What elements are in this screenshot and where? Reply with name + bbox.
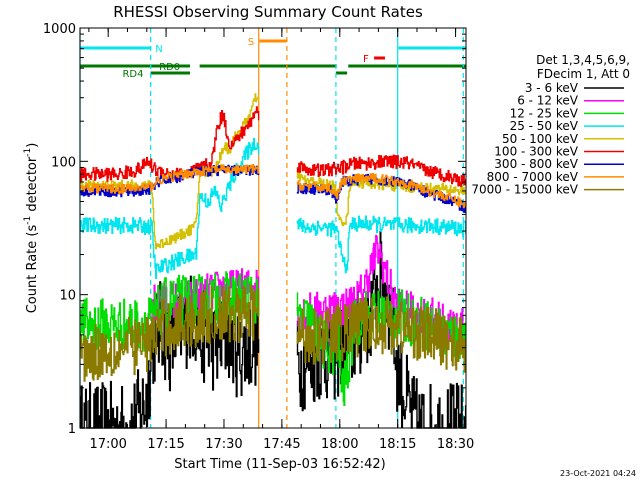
legend-label: 50 - 100 keV [502,132,579,146]
legend: Det 1,3,4,5,6,9,FDecim 1, Att 03 - 6 keV… [471,53,630,197]
legend-label: 300 - 800 keV [494,157,578,171]
legend-label: 800 - 7000 keV [487,170,579,184]
x-axis-label: Start Time (11-Sep-03 16:52:42) [174,457,385,472]
series-line [296,173,467,209]
series-line [80,164,260,195]
y-axis-label-exponent: -1 [23,216,33,225]
y-axis-label-exponent: -1 [23,148,33,157]
series-line [80,284,260,382]
legend-label: 6 - 12 keV [517,94,579,108]
y-axis-ticks: 1 10 100 1000 [43,22,466,437]
x-tick-label: 18:00 [321,437,358,452]
x-tick-label: 17:30 [205,437,242,452]
y-axis-label-part: Count Rate (s [25,225,40,314]
y-axis-label: Count Rate (s-1 detector-1) [23,143,40,314]
flag-labels: N S F RD0 RD4 [122,37,368,80]
series-line [80,271,260,352]
x-axis-ticks: 17:00 17:15 17:30 17:45 18:00 18:15 18:30 [88,28,474,452]
flag-label: RD4 [122,69,143,80]
legend-label: 7000 - 15000 keV [471,183,578,197]
series-line [80,137,260,279]
y-tick-label: 1 [68,422,76,437]
flag-label: F [363,54,369,65]
x-tick-label: 18:30 [437,437,474,452]
x-tick-label: 18:15 [379,437,416,452]
flag-label: N [155,44,162,55]
legend-label: 100 - 300 keV [494,145,578,159]
legend-label: 12 - 25 keV [510,106,579,120]
series-line [296,215,467,274]
plot-frame [79,27,467,429]
x-tick-label: 17:00 [89,437,126,452]
y-tick-label: 10 [59,289,76,304]
flag-label: S [248,37,254,48]
x-tick-label: 17:45 [263,437,300,452]
legend-label: 3 - 6 keV [525,81,579,95]
series-line [296,154,467,187]
legend-header: FDecim 1, Att 0 [537,67,630,81]
flag-label: RD0 [159,62,180,73]
chart-title: RHESSI Observing Summary Count Rates [113,3,423,21]
legend-header: Det 1,3,4,5,6,9, [536,53,630,67]
y-axis-label-part: detector [25,156,40,216]
x-tick-label: 17:15 [147,437,184,452]
y-axis-label-part: ) [25,143,40,148]
footer-timestamp: 23-Oct-2021 04:24 [560,469,636,478]
count-rate-series [80,93,467,429]
y-tick-label: 100 [51,155,76,170]
y-tick-label: 1000 [43,22,76,37]
instrument-flags [80,39,466,75]
legend-label: 25 - 50 keV [510,119,579,133]
series-line [296,296,467,373]
